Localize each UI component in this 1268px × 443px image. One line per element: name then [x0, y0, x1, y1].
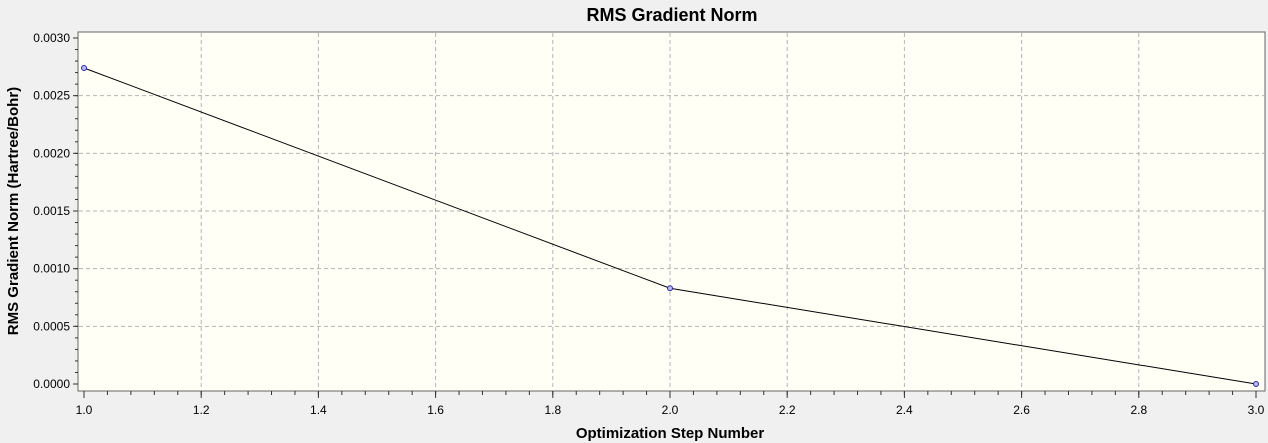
x-tick-label: 1.2	[193, 403, 210, 417]
y-tick-label: 0.0025	[33, 89, 70, 103]
y-tick-label: 0.0020	[33, 146, 70, 160]
tick-labels: 1.0 1.2 1.4 1.6 1.8 2.0 2.2 2.4 2.6 2.8 3.0 0.0000 0…	[33, 31, 1264, 417]
x-tick-label: 2.2	[779, 403, 796, 417]
axis-ticks	[73, 37, 1257, 398]
x-tick-label: 2.0	[662, 403, 679, 417]
grid-lines	[79, 33, 1264, 390]
y-tick-label: 0.0000	[33, 377, 70, 391]
data-point	[667, 285, 673, 292]
y-tick-label: 0.0010	[33, 262, 70, 276]
chart-title: RMS Gradient Norm	[586, 5, 757, 25]
x-tick-label: 1.0	[76, 403, 93, 417]
x-tick-label: 2.4	[896, 403, 913, 417]
x-tick-label: 3.0	[1248, 403, 1265, 417]
y-axis-label: RMS Gradient Norm (Hartree/Bohr)	[5, 87, 22, 335]
x-axis-label: Optimization Step Number	[576, 425, 765, 442]
x-tick-label: 1.8	[544, 403, 561, 417]
x-tick-label: 2.8	[1130, 403, 1147, 417]
y-tick-label: 0.0030	[33, 31, 70, 45]
y-tick-label: 0.0015	[33, 204, 70, 218]
data-point	[81, 64, 87, 71]
x-tick-label: 1.6	[427, 403, 444, 417]
y-tick-label: 0.0005	[33, 319, 70, 333]
x-tick-label: 1.4	[310, 403, 327, 417]
data-point	[1253, 381, 1259, 387]
x-tick-label: 2.6	[1013, 403, 1030, 417]
series	[81, 64, 1259, 387]
